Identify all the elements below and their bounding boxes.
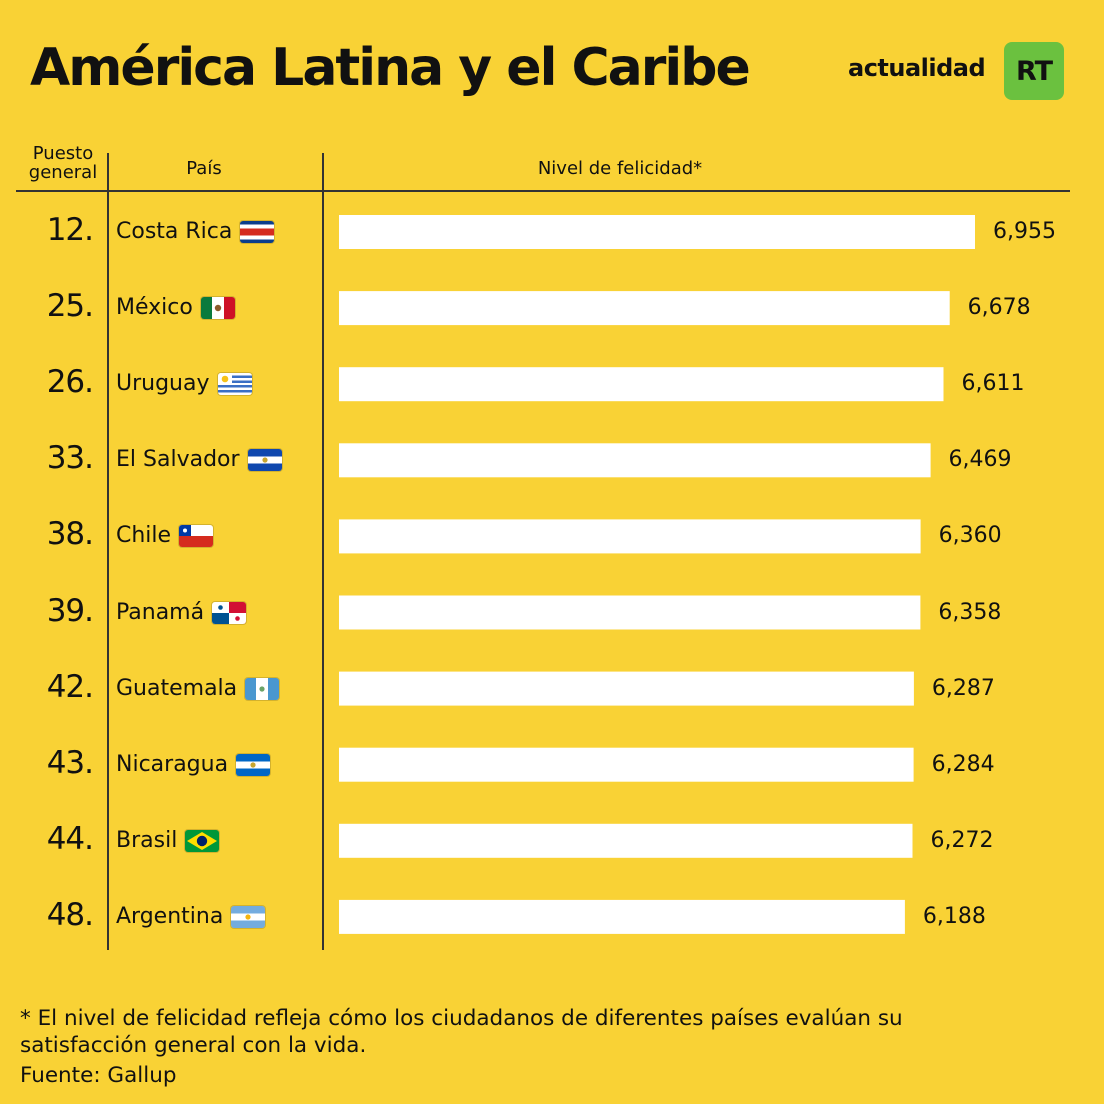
country-label-uruguay: Uruguay [116, 369, 252, 399]
country-label-nicaragua: Nicaragua [116, 750, 271, 780]
value-label-nicaragua: 6,284 [931, 751, 995, 777]
country-label-el-salvador: El Salvador [116, 445, 282, 475]
footnote: * El nivel de felicidad refleja cómo los… [20, 1006, 903, 1058]
bar-brasil [339, 823, 913, 858]
column-header-rank: Puesto general [28, 143, 98, 183]
country-name: Chile [116, 523, 172, 549]
rank-brasil: 44. [46, 820, 94, 857]
flag-mexico-icon [200, 297, 235, 320]
country-label-panama: Panamá [116, 598, 247, 628]
column-header-country: País [186, 158, 222, 179]
flag-uruguay-icon [217, 373, 252, 396]
flag-costa-rica-icon [240, 221, 275, 243]
country-name: Uruguay [116, 371, 210, 397]
value-label-chile: 6,360 [938, 523, 1002, 549]
bar-nicaragua [339, 747, 914, 782]
flag-nicaragua-icon [236, 753, 271, 776]
source-note: Fuente: Gallup [20, 1063, 177, 1088]
bar-chile [339, 519, 921, 554]
value-label-argentina: 6,188 [922, 903, 986, 929]
bar-el-salvador [339, 443, 931, 478]
flag-panama-icon [212, 601, 247, 624]
flag-el-salvador-icon [247, 449, 282, 472]
bar-argentina [339, 899, 905, 934]
bar-guatemala [339, 671, 914, 706]
bar-costa-rica [339, 215, 975, 249]
value-label-el-salvador: 6,469 [948, 447, 1012, 473]
column-divider-rank [107, 153, 109, 950]
country-label-argentina: Argentina [116, 902, 266, 932]
country-label-brasil: Brasil [116, 826, 220, 856]
country-name: México [116, 295, 193, 321]
flag-brazil-icon [185, 829, 220, 852]
column-header-level: Nivel de felicidad* [537, 158, 703, 179]
country-name: Argentina [116, 903, 224, 929]
value-label-costa-rica: 6,955 [993, 219, 1056, 244]
value-label-mexico: 6,678 [967, 295, 1031, 321]
rank-panama: 39. [46, 592, 94, 629]
country-label-costa-rica: Costa Rica [116, 217, 275, 247]
brand-name: actualidad [848, 54, 986, 82]
country-label-chile: Chile [116, 521, 214, 551]
country-label-mexico: México [116, 293, 235, 323]
column-divider-country [322, 153, 324, 950]
flag-argentina-icon [231, 905, 266, 928]
rank-nicaragua: 43. [46, 744, 94, 781]
country-name: Brasil [116, 827, 178, 853]
bar-uruguay [339, 367, 944, 402]
page-title: América Latina y el Caribe [30, 38, 751, 98]
country-name: Panamá [116, 599, 205, 625]
rank-costa-rica: 12. [46, 212, 94, 248]
header-divider [16, 190, 1070, 192]
rank-mexico: 25. [46, 288, 94, 325]
rt-logo: RT [1004, 42, 1064, 100]
rank-uruguay: 26. [46, 364, 94, 401]
rank-el-salvador: 33. [46, 440, 94, 477]
value-label-brasil: 6,272 [930, 827, 994, 853]
rank-chile: 38. [46, 516, 94, 553]
value-label-uruguay: 6,611 [961, 371, 1025, 397]
flag-chile-icon [179, 525, 214, 548]
country-name: Costa Rica [116, 219, 233, 244]
country-label-guatemala: Guatemala [116, 674, 280, 704]
country-name: Guatemala [116, 675, 238, 701]
rank-guatemala: 42. [46, 668, 94, 705]
value-label-guatemala: 6,287 [931, 675, 995, 701]
country-name: Nicaragua [116, 751, 229, 777]
value-label-panama: 6,358 [938, 599, 1002, 625]
rank-argentina: 48. [46, 896, 94, 933]
bar-panama [339, 595, 921, 630]
flag-guatemala-icon [245, 677, 280, 700]
country-name: El Salvador [116, 447, 240, 473]
bar-mexico [339, 291, 950, 326]
